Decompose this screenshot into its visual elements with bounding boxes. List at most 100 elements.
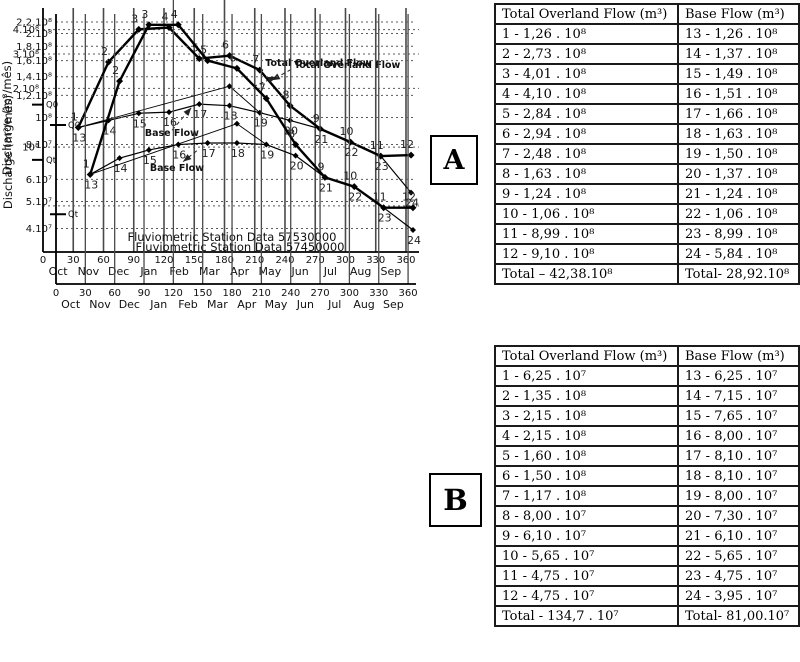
table-cell: 17 - 8,10 . 10⁷ — [677, 445, 800, 467]
x-tick-label: 360 — [396, 255, 415, 266]
series-line — [78, 103, 412, 194]
point-label: 22 — [348, 191, 362, 204]
point-label: 11 — [373, 191, 387, 204]
x-tick-label: 210 — [245, 255, 264, 266]
table-row: 10 - 5,65 . 10⁷ 22 - 5,65 . 10⁷ — [494, 545, 800, 567]
x-tick-label: 300 — [336, 255, 355, 266]
x-tick-label: 180 — [215, 255, 234, 266]
month-label: Jun — [296, 298, 314, 311]
table-cell: 20 - 7,30 . 10⁷ — [677, 505, 800, 527]
point-label: 21 — [319, 181, 333, 194]
x-tick-label: 120 — [154, 255, 173, 266]
annotation-arrowhead — [267, 76, 277, 83]
table-cell: 3 - 2,15 . 10⁸ — [494, 405, 679, 427]
point-label: 9 — [313, 112, 320, 125]
point-label: 15 — [143, 154, 157, 167]
month-label: Jun — [291, 265, 309, 278]
table-cell: 1 - 1,26 . 10⁸ — [494, 23, 679, 45]
point-label: 20 — [290, 160, 304, 173]
point-marker — [262, 94, 270, 102]
table-row: 4 - 2,15 . 10⁸ 16 - 8,00 . 10⁷ — [494, 425, 800, 447]
table-row: 7 - 2,48 . 10⁸ 19 - 1,50 . 10⁸ — [494, 143, 800, 165]
table-row: 4 - 4,10 . 10⁸ 16 - 1,51 . 10⁸ — [494, 83, 800, 105]
table-cell: 8 - 1,63 . 10⁸ — [494, 163, 679, 185]
point-marker — [226, 102, 233, 109]
table-cell: 12 - 4,75 . 10⁷ — [494, 585, 679, 607]
point-marker — [292, 152, 299, 159]
table-cell: 13 - 6,25 . 10⁷ — [677, 365, 800, 387]
point-marker — [351, 183, 358, 190]
table-cell: 6 - 2,94 . 10⁸ — [494, 123, 679, 145]
month-label: Oct — [49, 265, 69, 278]
y-tick-label: 4.10⁷ — [26, 224, 52, 235]
y-tick-label: 2.10⁸ — [13, 84, 39, 95]
table-row: 11 - 4,75 . 10⁷ 23 - 4,75 . 10⁷ — [494, 565, 800, 587]
table-cell: 14 - 7,15 . 10⁷ — [677, 385, 800, 407]
month-label: Feb — [178, 298, 197, 311]
table-cell: 10 - 5,65 . 10⁷ — [494, 545, 679, 567]
table-cell: 16 - 1,51 . 10⁸ — [677, 83, 800, 105]
point-marker — [409, 227, 416, 234]
point-marker — [116, 77, 124, 85]
point-label: 4 — [162, 10, 169, 23]
table-cell: 18 - 1,63 . 10⁸ — [677, 123, 800, 145]
month-label: Jul — [327, 298, 341, 311]
table-header-row: Total Overland Flow (m³) Base Flow (m³) — [494, 3, 800, 25]
point-label: 21 — [314, 133, 328, 146]
point-label: 13 — [84, 178, 98, 191]
x-tick-label: 300 — [340, 288, 359, 299]
table-header-overland: Total Overland Flow (m³) — [494, 345, 679, 367]
point-label: 2 — [112, 64, 119, 77]
month-label: Dec — [119, 298, 140, 311]
threshold-label: Qt — [46, 156, 57, 166]
table-cell: 22 - 1,06 . 10⁸ — [677, 203, 800, 225]
table-total-cell: Total- 28,92.10⁸ — [677, 263, 800, 285]
table-cell: 6 - 1,50 . 10⁸ — [494, 465, 679, 487]
table-header-row: Total Overland Flow (m³) Base Flow (m³) — [494, 345, 800, 367]
table-row: 2 - 2,73 . 10⁸ 14 - 1,37 . 10⁸ — [494, 43, 800, 65]
y-tick-label: 10⁸ — [35, 113, 52, 124]
chart-B: 2,2.10⁸2.10⁸1,8.10⁸1,6.10⁸1,4.10⁸1,2.10⁸… — [1, 0, 421, 311]
month-label: Aug — [353, 298, 374, 311]
annotation-arrowhead — [183, 154, 192, 162]
point-marker — [380, 204, 387, 211]
y-tick-label: 1,2.10⁸ — [16, 91, 52, 102]
y-tick-label: 1,8.10⁸ — [16, 42, 52, 53]
point-marker — [135, 25, 143, 33]
point-label: 18 — [224, 110, 238, 123]
table-cell: 11 - 4,75 . 10⁷ — [494, 565, 679, 587]
table-B-body: 1 - 6,25 . 10⁷ 13 - 6,25 . 10⁷ 2 - 1,35 . … — [494, 365, 800, 627]
x-tick-label: 330 — [369, 288, 388, 299]
month-label: Feb — [169, 265, 188, 278]
table-cell: 1 - 6,25 . 10⁷ — [494, 365, 679, 387]
table-cell: 24 - 3,95 . 10⁷ — [677, 585, 800, 607]
point-marker — [116, 155, 123, 162]
point-label: 16 — [172, 149, 186, 162]
y-tick-label: 3.10⁸ — [13, 49, 39, 60]
table-total-cell: Total – 42,38.10⁸ — [494, 263, 679, 285]
series-line — [89, 23, 413, 209]
point-label: 10 — [343, 170, 357, 183]
table-row: 5 - 2,84 . 10⁸ 17 - 1,66 . 10⁸ — [494, 103, 800, 125]
point-marker — [287, 117, 294, 124]
y-tick-label: 6.10⁷ — [26, 175, 52, 186]
y-axis-label: Discharge (m³/mês) — [0, 61, 14, 175]
table-row: 7 - 1,17 . 10⁸ 19 - 8,00 . 10⁷ — [494, 485, 800, 507]
x-tick-label: 240 — [281, 288, 300, 299]
point-label: 7 — [252, 53, 259, 66]
x-tick-label: 0 — [53, 288, 59, 299]
table-cell: 24 - 5,84 . 10⁸ — [677, 243, 800, 265]
table-cell: 17 - 1,66 . 10⁸ — [677, 103, 800, 125]
table-A-body: 1 - 1,26 . 10⁸ 13 - 1,26 . 10⁸ 2 - 2,73 . … — [494, 23, 800, 285]
month-label: May — [265, 298, 288, 311]
point-marker — [233, 64, 241, 72]
point-label: 19 — [260, 149, 274, 162]
point-label: 15 — [133, 117, 147, 130]
point-label: 22 — [345, 146, 359, 159]
month-label: May — [258, 265, 281, 278]
table-cell: 9 - 1,24 . 10⁸ — [494, 183, 679, 205]
panel-label-B: B — [429, 473, 482, 527]
point-label: 1 — [71, 110, 78, 123]
x-tick-label: 210 — [252, 288, 271, 299]
